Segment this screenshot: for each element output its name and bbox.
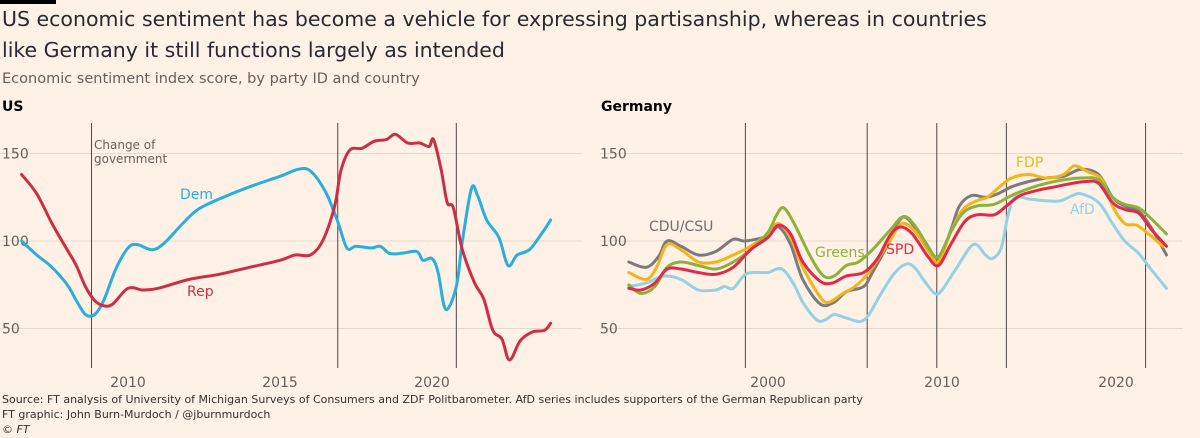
series-line-dem [20,166,553,318]
ft-brand-bar [0,0,56,4]
y-tick-label: 150 [600,147,627,163]
chart-subtitle: Economic sentiment index score, by party… [2,71,420,87]
change-of-government-annotation: Change of government [94,138,167,166]
panel-title-us: US [2,99,24,115]
series-label-cducsu: CDU/CSU [649,219,713,235]
y-tick-label: 150 [2,147,29,163]
credit-note: FT graphic: John Burn-Murdoch / @jburnmu… [2,408,271,421]
y-tick-label: 50 [2,322,20,338]
panel-title-germany: Germany [601,99,673,115]
x-tick-label: 2020 [414,375,450,391]
series-line-rep [20,132,553,362]
series-line-spd [627,179,1168,292]
x-tick-label: 2020 [1098,375,1134,391]
series-label-fdp: FDP [1016,155,1043,171]
series-label-spd: SPD [886,242,914,258]
copyright: © FT [2,423,30,436]
series-label-greens: Greens [815,245,865,261]
x-tick-label: 2010 [110,375,146,391]
series-line-cducsu [627,167,1168,308]
source-note: Source: FT analysis of University of Mic… [2,393,863,406]
series-label-afd: AfD [1070,202,1095,218]
series-line-fdp [627,164,1165,305]
chart-title: US economic sentiment has become a vehic… [2,7,987,62]
y-tick-label: 50 [600,322,618,338]
series-line-afd [627,191,1168,324]
series-label-rep: Rep [187,284,214,300]
x-tick-label: 2015 [262,375,298,391]
x-tick-label: 2000 [750,375,786,391]
series-label-dem: Dem [180,187,213,203]
x-tick-label: 2010 [924,375,960,391]
series-line-greens [627,176,1168,296]
y-tick-label: 100 [2,234,29,250]
y-tick-label: 100 [600,234,627,250]
